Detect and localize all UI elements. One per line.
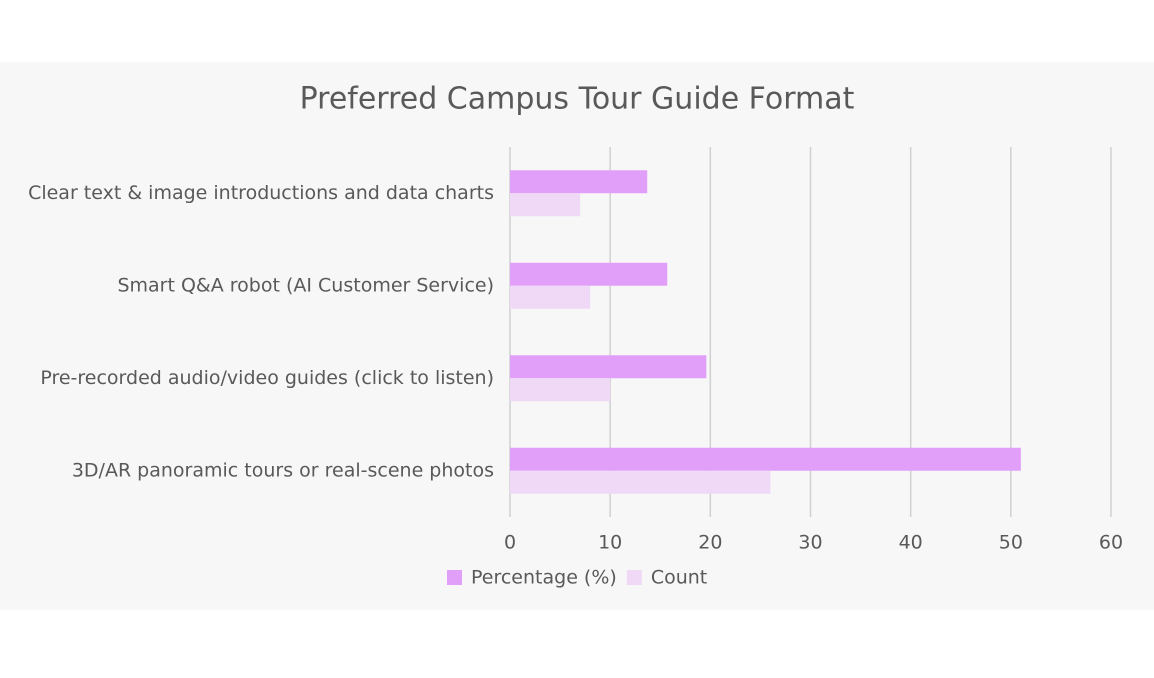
y-tick-label: Pre-recorded audio/video guides (click t… — [40, 367, 494, 389]
x-tick-label: 60 — [1099, 532, 1123, 554]
x-tick-label: 20 — [698, 532, 722, 554]
bar — [510, 193, 581, 217]
legend-swatch — [626, 570, 642, 585]
chart-title: Preferred Campus Tour Guide Format — [300, 82, 855, 117]
chart-background — [0, 62, 1154, 610]
x-tick-label: 40 — [899, 532, 923, 554]
legend-label: Percentage (%) — [471, 567, 617, 589]
x-tick-label: 50 — [999, 532, 1023, 554]
legend-swatch — [447, 570, 462, 585]
bar — [510, 447, 1021, 471]
bar — [510, 470, 771, 494]
bar — [510, 378, 611, 402]
y-tick-label: Clear text & image introductions and dat… — [28, 182, 494, 204]
y-tick-label: Smart Q&A robot (AI Customer Service) — [117, 274, 494, 296]
legend-label: Count — [651, 567, 707, 589]
bar — [510, 285, 591, 309]
x-tick-label: 0 — [504, 532, 516, 554]
bar — [510, 262, 668, 286]
x-tick-label: 10 — [598, 532, 622, 554]
y-tick-label: 3D/AR panoramic tours or real-scene phot… — [72, 459, 494, 481]
bar — [510, 170, 648, 194]
bar — [510, 355, 707, 379]
x-tick-label: 30 — [798, 532, 822, 554]
